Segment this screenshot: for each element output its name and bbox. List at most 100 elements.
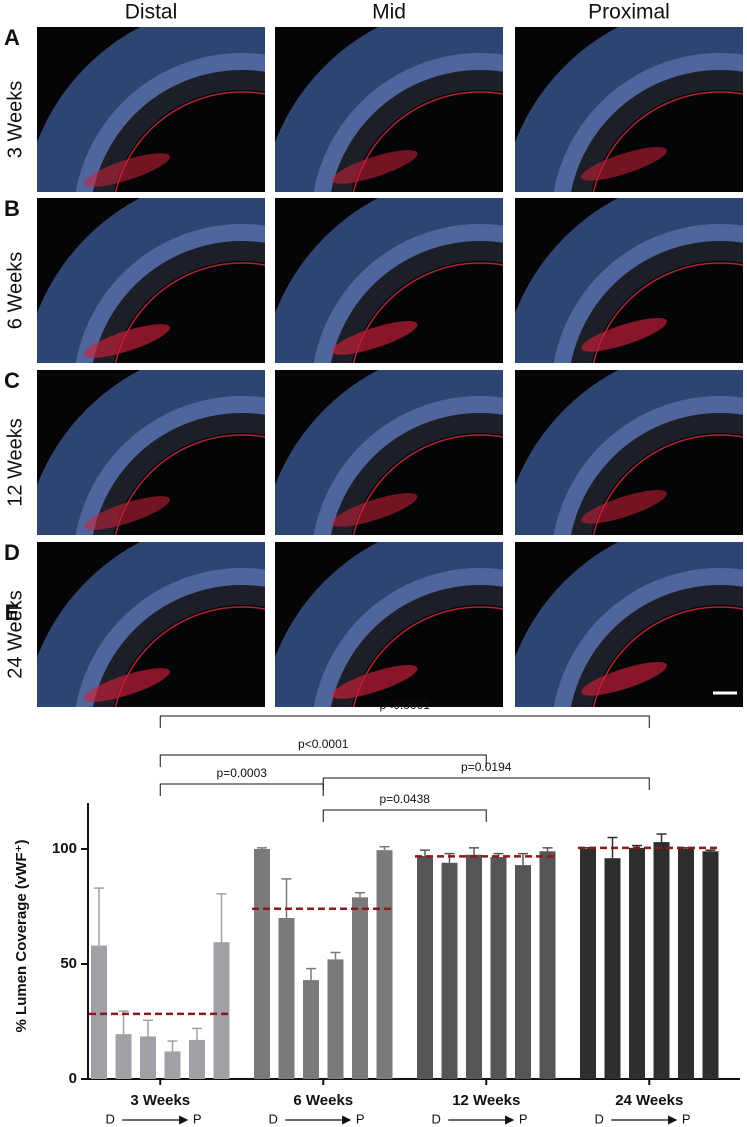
tissue-layer xyxy=(37,370,265,535)
direction-label: P xyxy=(356,1111,365,1126)
tissue-layer xyxy=(75,396,265,535)
graft-layer xyxy=(571,241,743,363)
bar xyxy=(441,862,458,1079)
bar xyxy=(327,959,344,1079)
bar xyxy=(678,849,694,1079)
bar xyxy=(213,942,230,1079)
tissue-layer xyxy=(515,27,743,192)
tissue-layer xyxy=(75,568,265,707)
column-header: Mid xyxy=(372,1,406,24)
bar xyxy=(417,855,433,1079)
micrograph xyxy=(275,27,503,192)
tissue-layer xyxy=(37,542,265,707)
y-tick-label: 50 xyxy=(60,955,77,972)
lumen-edge xyxy=(114,434,265,535)
red-signal xyxy=(581,146,667,181)
bar xyxy=(490,857,507,1079)
bar xyxy=(140,1036,156,1079)
direction-label: D xyxy=(106,1111,115,1126)
bar xyxy=(278,918,295,1079)
bar xyxy=(91,945,107,1079)
micrograph xyxy=(275,370,503,535)
red-signal xyxy=(331,493,418,527)
lumen-edge xyxy=(114,606,265,707)
tissue-layer xyxy=(75,224,265,363)
row-label: 24 Weeks xyxy=(4,590,26,679)
p-value-label: p=0.0003 xyxy=(217,766,268,780)
tissue-layer xyxy=(275,370,503,535)
graft-layer xyxy=(93,241,265,363)
column-header: Proximal xyxy=(588,1,670,24)
direction-label: P xyxy=(519,1111,528,1126)
micrograph xyxy=(37,542,265,707)
micrograph xyxy=(515,198,743,363)
tissue-layer xyxy=(515,542,743,707)
red-signal xyxy=(84,324,170,358)
row-label: 12 Weeks xyxy=(4,418,26,507)
bar xyxy=(189,1039,205,1079)
micrograph xyxy=(275,198,503,363)
panel-letter: E xyxy=(5,600,20,625)
tissue-layer xyxy=(275,27,503,192)
bar xyxy=(466,854,482,1079)
panel-letter: B xyxy=(4,196,20,221)
panel-letter: D xyxy=(4,540,20,565)
lumen-edge xyxy=(352,434,503,535)
x-tick-label: 6 Weeks xyxy=(293,1092,353,1109)
bar xyxy=(702,851,719,1079)
tissue-layer xyxy=(553,396,743,535)
x-tick-label: 24 Weeks xyxy=(615,1092,683,1109)
direction-label: D xyxy=(269,1111,278,1126)
tissue-layer xyxy=(75,53,265,192)
direction-label: D xyxy=(595,1111,604,1126)
direction-label: P xyxy=(193,1111,202,1126)
graft-layer xyxy=(331,413,503,535)
bar xyxy=(254,849,270,1079)
bar xyxy=(115,1034,132,1079)
bar xyxy=(164,1051,181,1079)
tissue-layer xyxy=(553,53,743,192)
bar xyxy=(539,851,556,1079)
bar xyxy=(629,847,645,1079)
graft-layer xyxy=(571,585,743,707)
micrograph xyxy=(37,370,265,535)
graft-layer xyxy=(571,413,743,535)
row-label: 6 Weeks xyxy=(4,252,26,329)
graft-layer xyxy=(93,70,265,192)
red-signal xyxy=(84,153,170,187)
panel-letter: A xyxy=(4,25,20,50)
tissue-layer xyxy=(37,27,265,192)
significance-bracket xyxy=(322,777,650,790)
red-signal xyxy=(84,668,170,702)
x-tick-label: 12 Weeks xyxy=(452,1092,520,1109)
micrograph xyxy=(515,370,743,535)
tissue-layer xyxy=(553,568,743,707)
lumen-edge xyxy=(352,262,503,363)
red-signal xyxy=(331,665,418,699)
bar xyxy=(352,897,368,1079)
lumen-edge xyxy=(592,434,743,535)
graft-layer xyxy=(93,413,265,535)
y-tick-label: 100 xyxy=(52,840,77,857)
red-signal xyxy=(331,150,418,184)
graft-layer xyxy=(331,241,503,363)
red-signal xyxy=(581,489,667,524)
graft-layer xyxy=(331,585,503,707)
red-signal xyxy=(581,317,667,352)
panel-letter: C xyxy=(4,368,20,393)
micrograph xyxy=(515,542,743,707)
lumen-edge xyxy=(352,91,503,192)
tissue-layer xyxy=(313,568,503,707)
tissue-layer xyxy=(37,198,265,363)
lumen-edge xyxy=(592,91,743,192)
red-signal xyxy=(581,661,667,696)
red-signal xyxy=(331,321,418,355)
x-tick-label: 3 Weeks xyxy=(130,1092,190,1109)
tissue-layer xyxy=(313,53,503,192)
bar xyxy=(604,858,621,1079)
graft-layer xyxy=(331,70,503,192)
bar xyxy=(653,842,670,1079)
direction-label: D xyxy=(432,1111,441,1126)
tissue-layer xyxy=(313,396,503,535)
